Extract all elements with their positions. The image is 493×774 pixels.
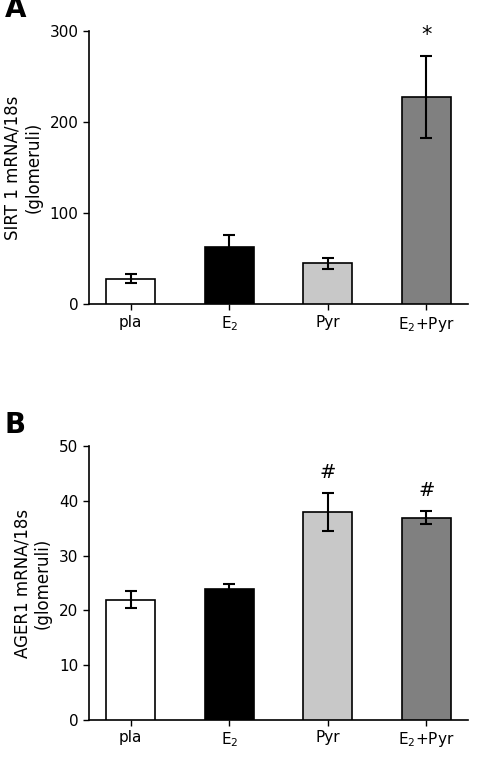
Bar (303, 512, 352, 720)
Bar (205, 247, 254, 304)
Text: A: A (5, 0, 27, 23)
Bar (303, 263, 352, 304)
Bar (106, 279, 155, 304)
Bar (402, 97, 451, 304)
Text: #: # (319, 463, 336, 482)
Y-axis label: AGER1 mRNA/18s
(glomeruli): AGER1 mRNA/18s (glomeruli) (13, 509, 52, 658)
Text: B: B (5, 411, 26, 439)
Bar (402, 518, 451, 720)
Text: #: # (418, 481, 435, 500)
Bar (205, 588, 254, 720)
Y-axis label: SIRT 1 mRNA/18s
(glomeruli): SIRT 1 mRNA/18s (glomeruli) (3, 95, 42, 240)
Bar (106, 600, 155, 720)
Text: *: * (421, 25, 432, 45)
